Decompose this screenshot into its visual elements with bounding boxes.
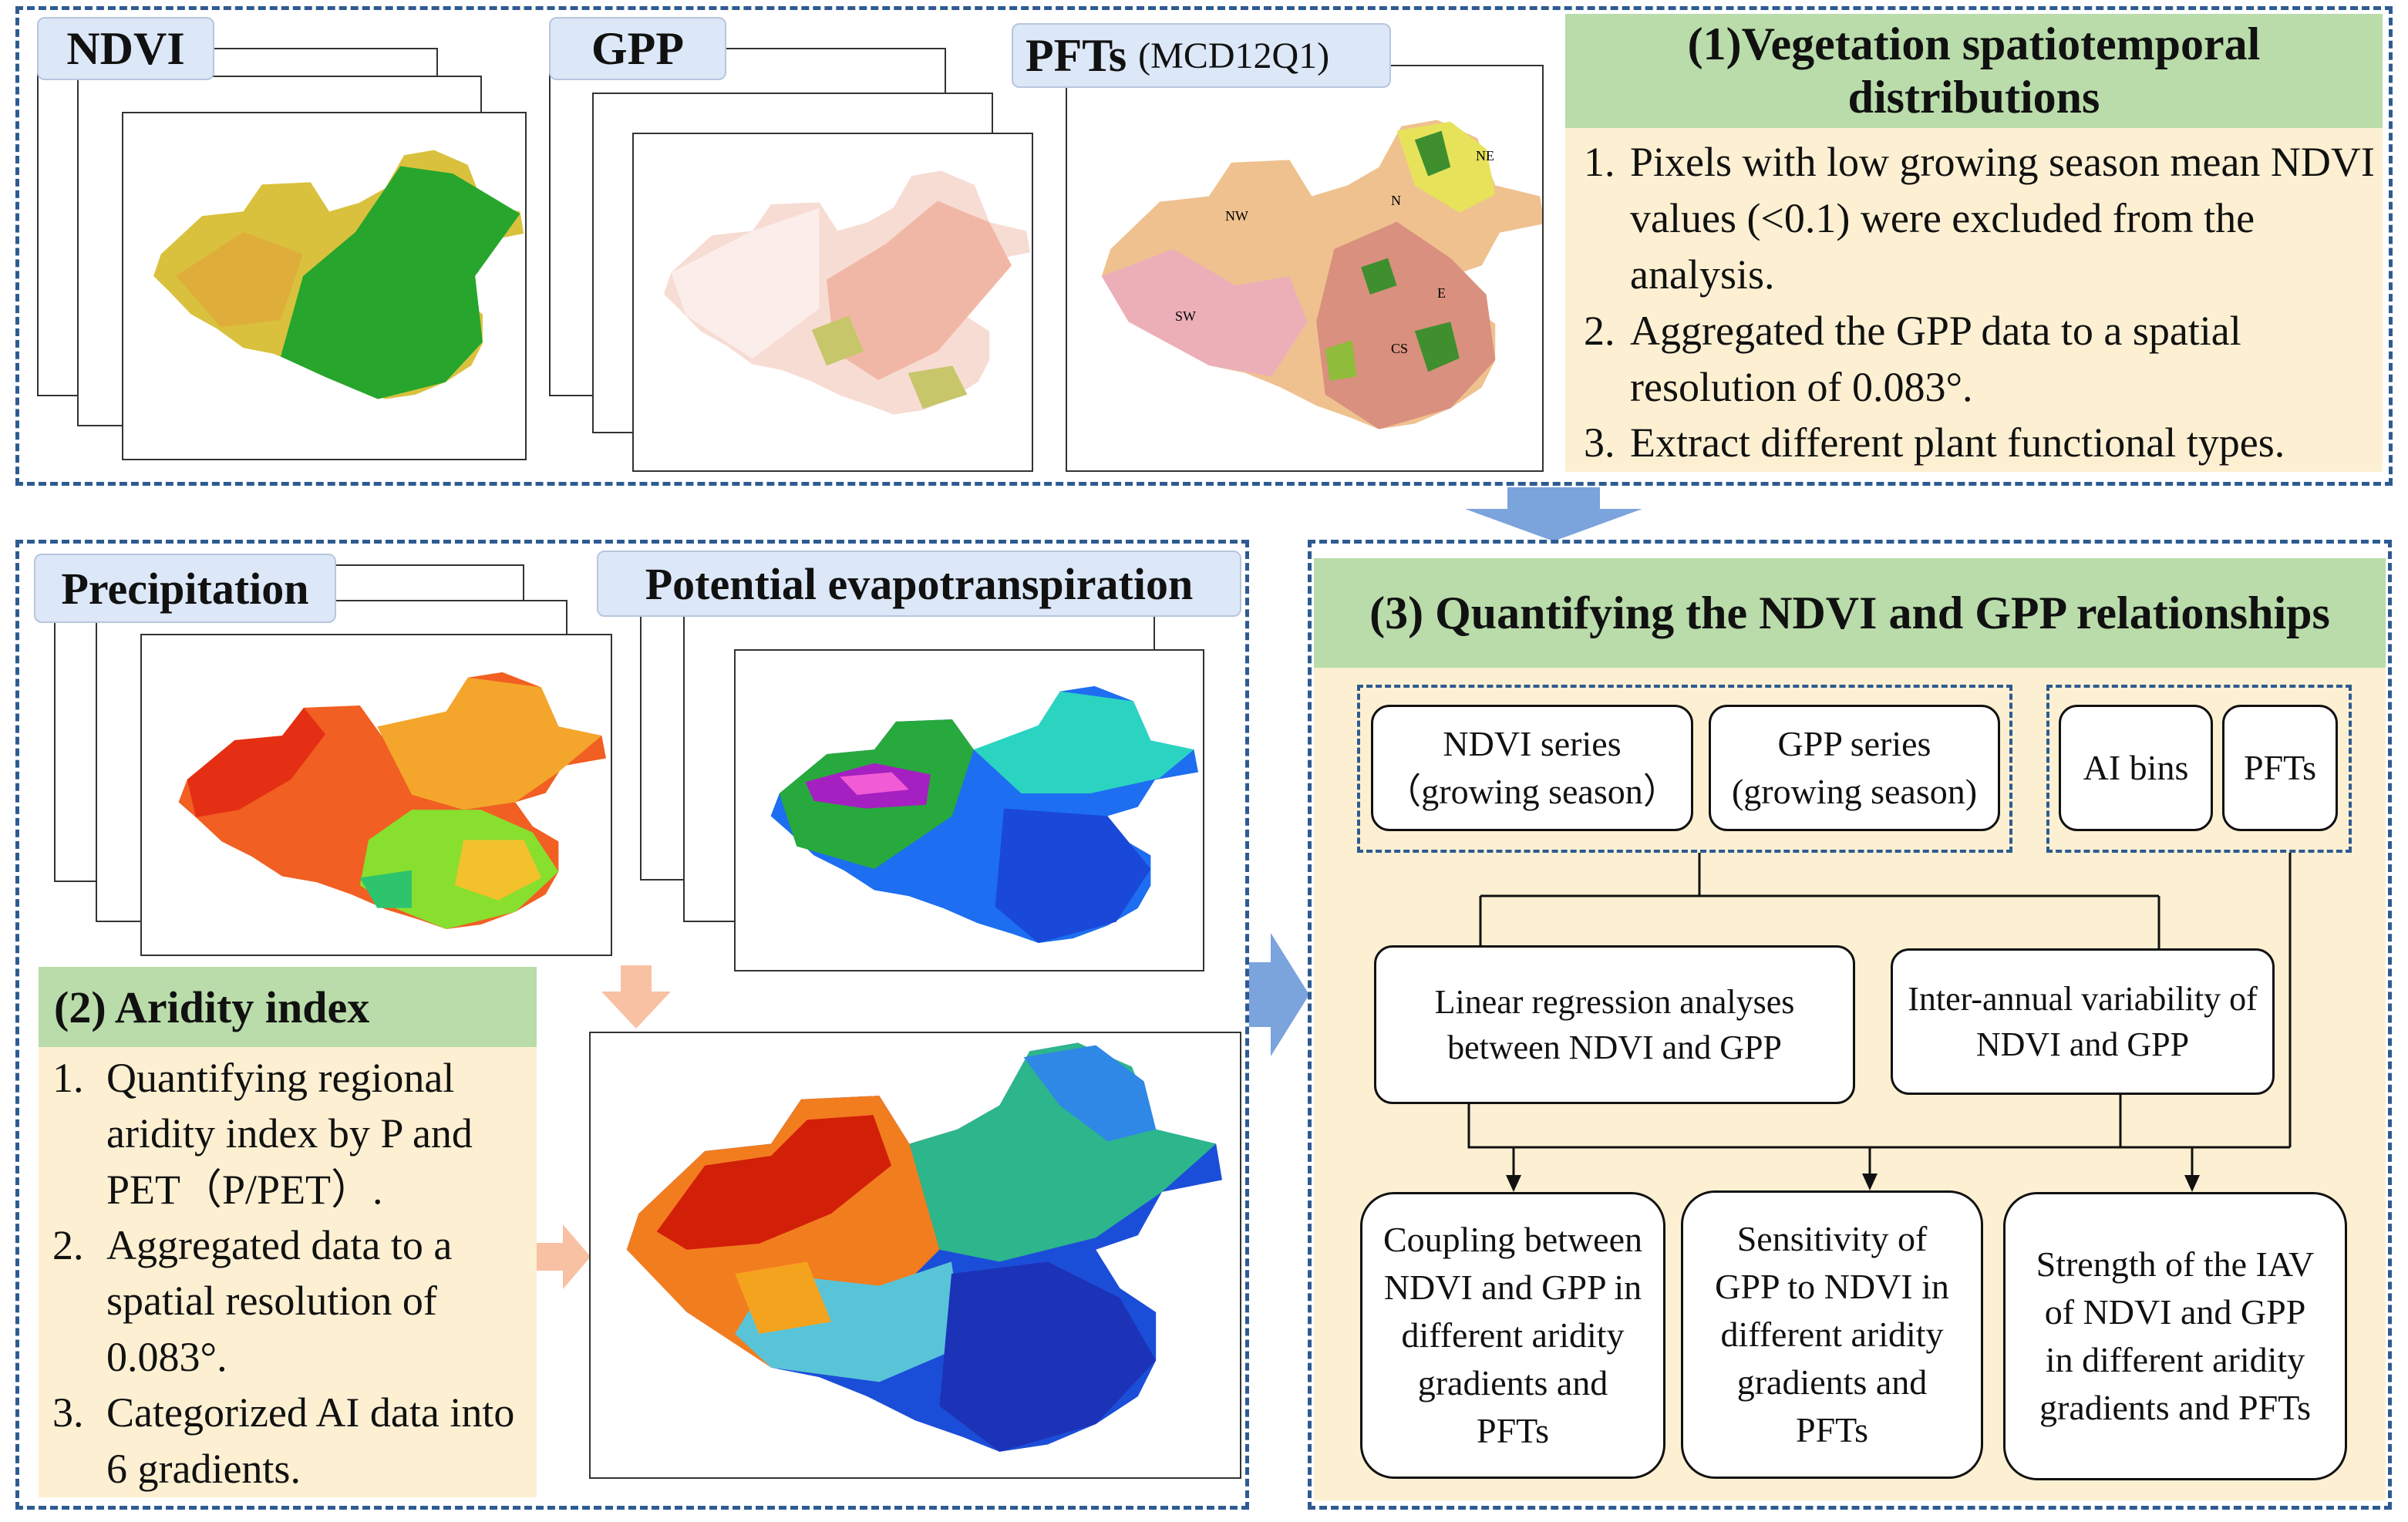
precipitation-label: Precipitation (34, 554, 336, 623)
coupling-output-node: Coupling between NDVI and GPP in differe… (1360, 1192, 1665, 1479)
gpp-map (632, 133, 1033, 472)
series-input-group (1357, 685, 2012, 853)
pft-region-n: N (1391, 193, 1401, 208)
pfts-map: NE N NW E SW CS (1066, 65, 1544, 472)
pet-map (734, 649, 1204, 971)
section3-title: (3) Quantifying the NDVI and GPP relatio… (1314, 558, 2386, 668)
steps-to-ai-arrow (537, 1224, 591, 1289)
ndvi-label: NDVI (37, 17, 214, 80)
sensitivity-output-node: Sensitivity of GPP to NDVI in different … (1681, 1190, 1983, 1479)
strength-output-node: Strength of the IAV of NDVI and GPP in d… (2003, 1192, 2347, 1480)
pet-label: Potential evapotranspiration (597, 551, 1241, 617)
section2-step-3: 3. Categorized AI data into 6 gradients. (52, 1389, 515, 1492)
pfts-node: PFTs (2222, 705, 2338, 831)
pft-region-nw: NW (1225, 208, 1248, 224)
aridity-section-frame (15, 540, 1249, 1510)
section1-steps-panel: 1. Pixels with low growing season mean N… (1565, 128, 2383, 472)
section2-step-1: 1. Quantifying regional aridity index by… (52, 1055, 473, 1213)
vegetation-section-frame (15, 6, 2393, 486)
pft-region-ne: NE (1476, 148, 1494, 163)
pft-region-e: E (1437, 285, 1446, 301)
grouping-input-group (2046, 685, 2352, 853)
pft-region-sw: SW (1175, 308, 1196, 324)
iav-node: Inter-annual variability of NDVI and GPP (1891, 948, 2275, 1095)
linear-regression-node: Linear regression analyses between NDVI … (1374, 945, 1855, 1104)
section2-steps-panel: 1. Quantifying regional aridity index by… (39, 1047, 537, 1497)
pfts-label: PFTs (MCD12Q1) (1012, 23, 1391, 88)
section1-step-1: 1. Pixels with low growing season mean N… (1584, 139, 2375, 298)
ndvi-map (122, 112, 527, 460)
ai-bins-node: AI bins (2059, 705, 2213, 831)
down-arrow-to-section3 (1465, 487, 1642, 541)
section2-step-2: 2. Aggregated data to a spatial resoluti… (52, 1222, 453, 1380)
relationship-section-frame (1308, 540, 2392, 1510)
left-to-section3-arrow (1249, 933, 1309, 1056)
pet-to-ai-arrow (601, 965, 671, 1029)
section1-step-2: 2. Aggregated the GPP data to a spatial … (1584, 307, 2241, 410)
precipitation-map (140, 634, 612, 956)
gpp-label: GPP (549, 17, 726, 80)
ndvi-series-node: NDVI series （growing season） (1371, 705, 1693, 831)
aridity-index-map (589, 1032, 1241, 1479)
section2-title: (2) Aridity index (39, 967, 537, 1047)
pft-region-cs: CS (1391, 341, 1408, 356)
gpp-series-node: GPP series (growing season) (1709, 705, 2000, 831)
section1-title: (1)Vegetation spatiotemporal distributio… (1565, 14, 2383, 128)
section1-step-3: 3. Extract different plant functional ty… (1584, 419, 2285, 466)
